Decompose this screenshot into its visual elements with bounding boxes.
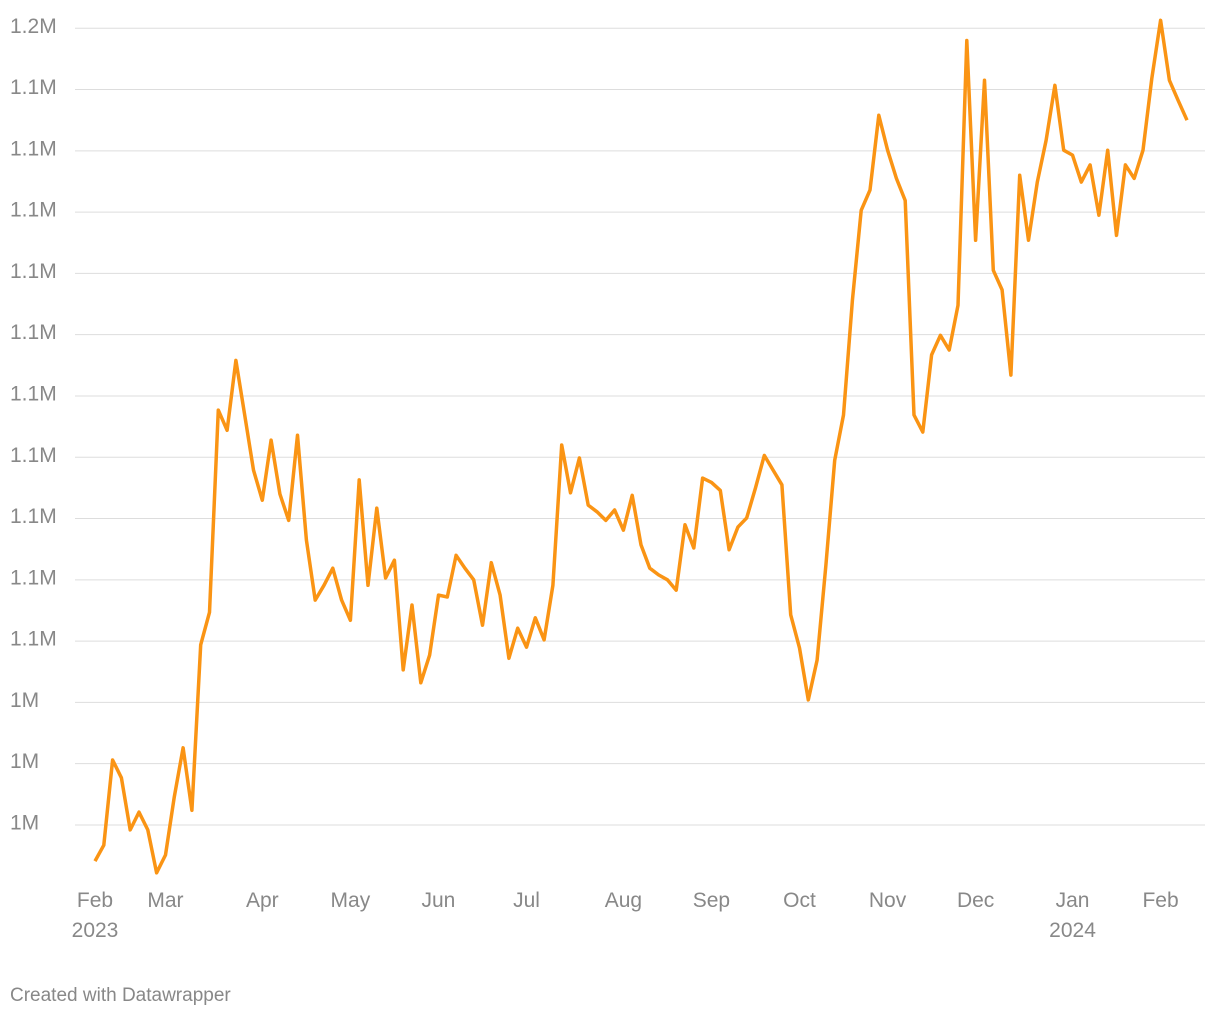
y-tick-label: 1M — [10, 689, 39, 712]
y-tick-label: 1.1M — [10, 628, 57, 651]
y-tick-label: 1.1M — [10, 76, 57, 99]
y-tick-label: 1.1M — [10, 260, 57, 283]
y-tick-label: 1M — [10, 750, 39, 773]
x-tick-label: Apr — [245, 889, 279, 912]
y-tick-label: 1.1M — [10, 199, 57, 222]
y-tick-label: 1.1M — [10, 321, 57, 344]
y-tick-label: 1.1M — [10, 505, 57, 528]
x-tick-label: Feb 2023 — [71, 889, 119, 942]
x-tick-label: Mar — [147, 889, 184, 912]
x-tick-label: Nov — [868, 889, 907, 912]
x-tick-label: Dec — [956, 889, 995, 912]
y-tick-label: 1.2M — [10, 15, 57, 38]
y-tick-label: 1M — [10, 812, 39, 835]
x-tick-label: Jan 2024 — [1049, 889, 1096, 942]
x-tick-label: Oct — [783, 889, 816, 912]
x-tick-label: May — [330, 889, 371, 912]
y-tick-label: 1.1M — [10, 566, 57, 589]
y-tick-label: 1.1M — [10, 444, 57, 467]
x-tick-label: Sep — [692, 889, 731, 912]
data-line — [93, 18, 1189, 875]
x-tick-label: Feb — [1142, 889, 1179, 912]
x-tick-label: Jun — [421, 889, 456, 912]
x-tick-label: Jul — [513, 889, 540, 912]
y-tick-label: 1.1M — [10, 383, 57, 406]
x-tick-label: Aug — [604, 889, 643, 912]
y-tick-label: 1.1M — [10, 137, 57, 160]
credit: Created with Datawrapper — [10, 985, 231, 1006]
